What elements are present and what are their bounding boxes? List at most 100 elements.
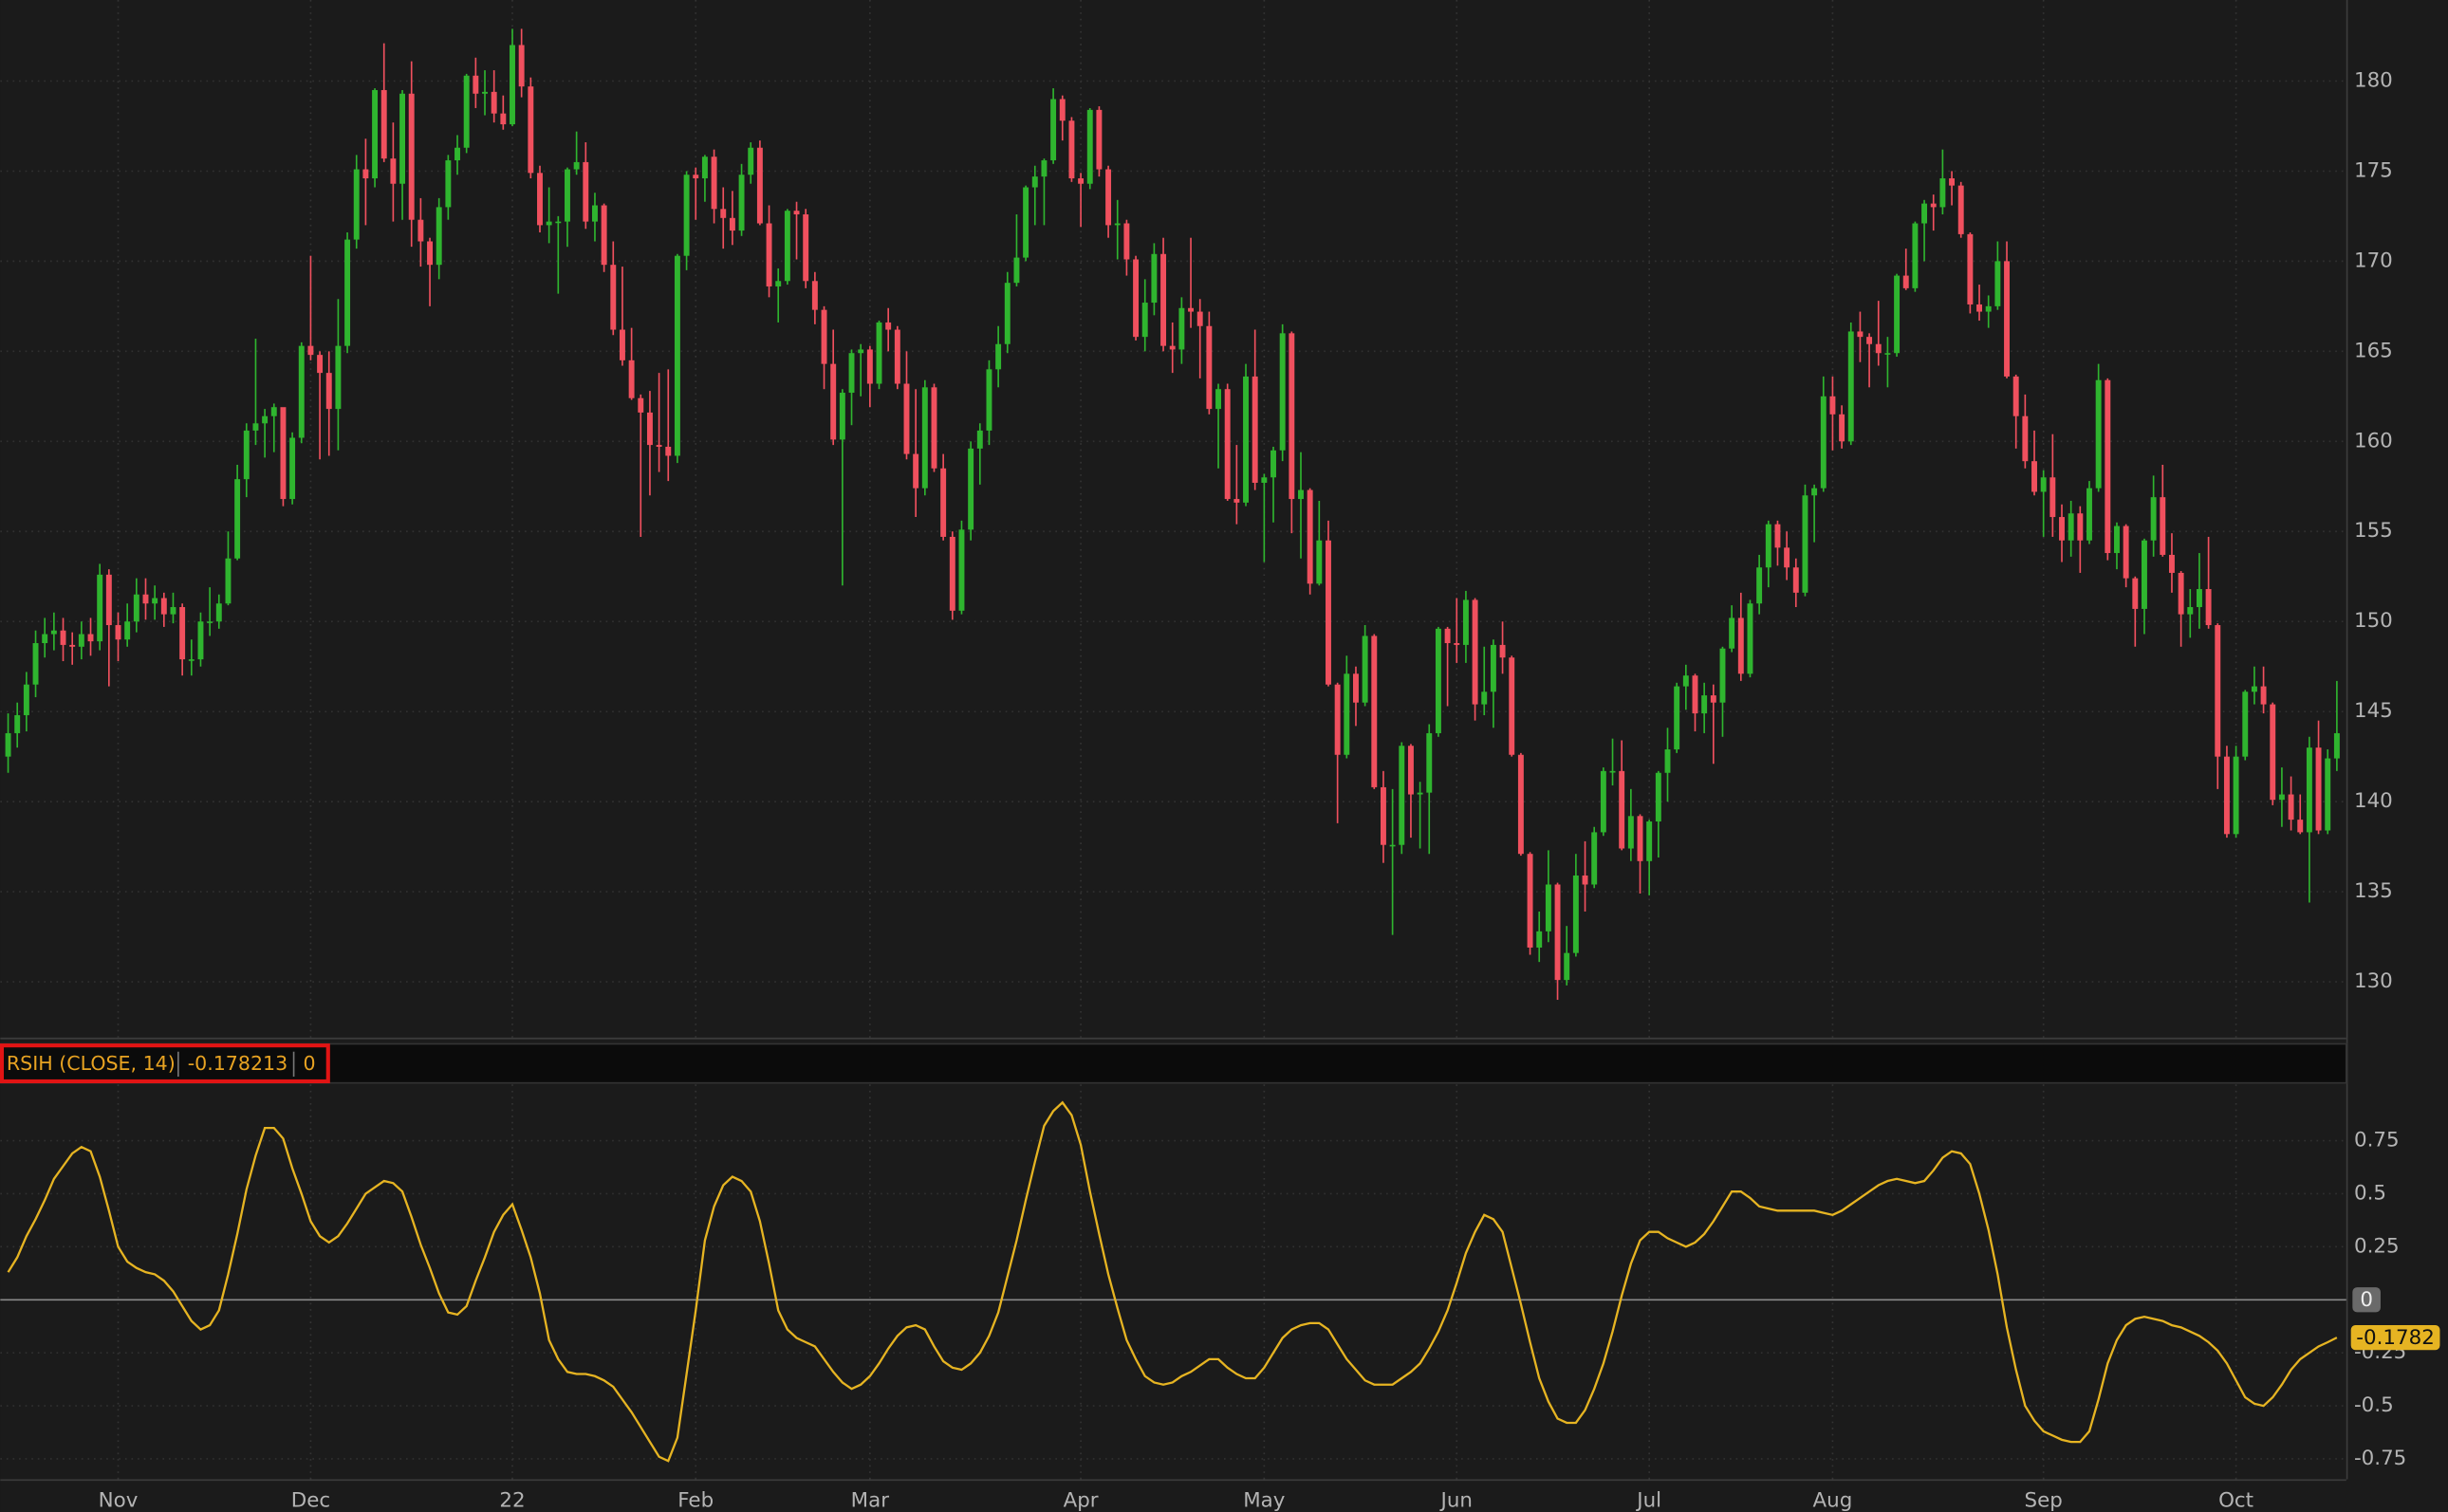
candle-body xyxy=(839,393,845,440)
candle-body xyxy=(152,598,158,604)
candle-body xyxy=(1729,618,1735,649)
candle-body xyxy=(1857,331,1864,338)
candle-body xyxy=(894,329,900,384)
candle-body xyxy=(399,93,406,184)
candle-body xyxy=(2123,526,2129,579)
y-tick-label: 0.5 xyxy=(2354,1181,2386,1205)
y-tick-label: 180 xyxy=(2354,68,2393,92)
x-tick-label: Dec xyxy=(291,1488,330,1512)
candle-body xyxy=(1050,99,1057,161)
candle-body xyxy=(1517,754,1524,855)
candle-body xyxy=(1417,792,1423,795)
candle-body xyxy=(1068,120,1075,179)
candle-body xyxy=(463,75,470,148)
candle-body xyxy=(986,369,992,431)
candle-body xyxy=(2205,589,2212,626)
candle-body xyxy=(2251,686,2257,692)
candle-body xyxy=(1600,770,1606,833)
candle-body xyxy=(87,634,94,642)
candle-body xyxy=(546,221,552,226)
candle-body xyxy=(674,255,680,456)
candle-body xyxy=(1151,253,1158,304)
candle-body xyxy=(1811,488,1818,496)
candle-body xyxy=(1426,732,1433,793)
candle-body xyxy=(1719,648,1726,703)
y-tick-label: 140 xyxy=(2354,789,2393,813)
current-value-label: -0.1782 xyxy=(2356,1326,2435,1350)
candle-body xyxy=(14,714,21,733)
x-tick-label: Sep xyxy=(2025,1488,2063,1512)
candle-body xyxy=(1802,495,1808,593)
candle-body xyxy=(1298,489,1304,500)
candle-body xyxy=(848,353,855,394)
y-tick-label: 135 xyxy=(2354,879,2393,903)
candle-body xyxy=(949,536,955,611)
candle-body xyxy=(885,322,892,330)
candle-body xyxy=(701,157,708,179)
x-tick-label: 22 xyxy=(499,1488,525,1512)
candle-body xyxy=(133,594,139,622)
candle-body xyxy=(2223,756,2230,835)
candle-body xyxy=(1105,169,1112,226)
zero-badge xyxy=(2352,1287,2381,1313)
candle-body xyxy=(78,634,84,647)
candle-body xyxy=(1637,816,1643,861)
candle-body xyxy=(628,360,635,398)
candle-body xyxy=(2325,758,2331,831)
candle-body xyxy=(1252,376,1258,483)
candle-body xyxy=(1609,770,1616,773)
candle-body xyxy=(1682,675,1689,687)
candle-body xyxy=(1985,305,1992,312)
candle-body xyxy=(1078,178,1085,184)
candle-body xyxy=(445,160,452,208)
candle-body xyxy=(1289,333,1295,500)
candle-body xyxy=(2142,540,2147,609)
candle-body xyxy=(1389,844,1396,847)
candle-body xyxy=(931,387,937,469)
candle-body xyxy=(408,93,415,220)
candle-body xyxy=(1527,854,1533,948)
candle-body xyxy=(1215,389,1221,410)
candle-body xyxy=(1141,303,1148,338)
candle-body xyxy=(665,446,672,456)
candle-body xyxy=(2022,415,2029,462)
candle-body xyxy=(105,574,112,626)
candle-body xyxy=(729,217,735,231)
candle-body xyxy=(1774,524,1781,548)
candle-body xyxy=(1664,749,1671,773)
candle-body xyxy=(1160,253,1167,346)
x-tick-label: Jul xyxy=(1635,1488,1661,1512)
candle-body xyxy=(1399,746,1405,845)
candle-body xyxy=(1884,353,1891,355)
candle-body xyxy=(995,343,1002,370)
candle-body xyxy=(1674,686,1680,750)
candle-body xyxy=(1957,185,1964,234)
y-tick-label: 165 xyxy=(2354,339,2393,362)
candle-body xyxy=(1114,223,1121,226)
y-tick-label: 0.75 xyxy=(2354,1129,2400,1152)
candle-body xyxy=(1261,477,1268,483)
candle-body xyxy=(2315,747,2322,831)
candle-body xyxy=(1930,203,1937,208)
candle-body xyxy=(646,412,653,446)
candle-body xyxy=(1619,770,1625,849)
current-value-badge xyxy=(2350,1324,2440,1351)
candle-body xyxy=(784,211,790,282)
candle-body xyxy=(436,207,442,266)
candle-body xyxy=(1847,331,1854,442)
candle-body xyxy=(1692,675,1698,714)
candle-body xyxy=(1829,396,1836,415)
candle-body xyxy=(1031,176,1038,188)
candle-body xyxy=(234,479,241,559)
candle-body xyxy=(197,621,204,660)
candle-body xyxy=(2260,686,2267,705)
candle-body xyxy=(2270,704,2276,801)
y-tick-label: 170 xyxy=(2354,249,2393,272)
x-tick-label: Jun xyxy=(1439,1488,1473,1512)
x-tick-label: Nov xyxy=(99,1488,139,1512)
candle-body xyxy=(1004,283,1011,344)
candle-body xyxy=(656,445,662,447)
candle-body xyxy=(592,205,598,222)
candle-body xyxy=(1967,233,1974,304)
